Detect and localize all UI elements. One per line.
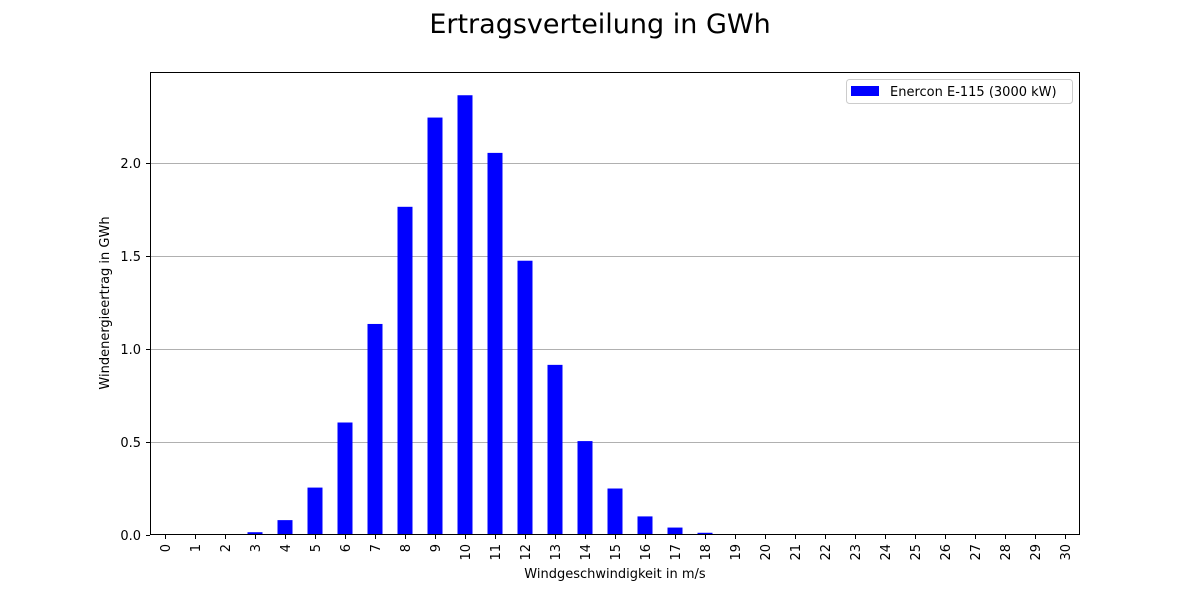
x-tick-label: 8 <box>399 544 414 552</box>
bar <box>428 118 443 535</box>
x-tick-label: 21 <box>789 544 804 561</box>
x-tick-label: 13 <box>549 544 564 561</box>
y-tick-label: 2.0 <box>120 157 141 172</box>
bar <box>578 441 593 535</box>
x-tick-label: 18 <box>699 544 714 561</box>
x-tick-label: 10 <box>459 544 474 561</box>
legend: Enercon E-115 (3000 kW) <box>847 80 1073 104</box>
y-tick-label: 1.5 <box>120 250 141 265</box>
x-tick-label: 4 <box>279 544 294 552</box>
x-tick-label: 5 <box>309 544 324 552</box>
bar <box>278 520 293 535</box>
bar <box>368 324 383 535</box>
x-tick-label: 25 <box>909 544 924 561</box>
x-tick-label: 28 <box>999 544 1014 561</box>
y-tick-label: 1.0 <box>120 343 141 358</box>
y-axis: 0.0 0.5 1.0 1.5 2.0 <box>120 157 150 544</box>
chart-title: Ertragsverteilung in GWh <box>429 9 770 40</box>
x-tick-label: 19 <box>729 544 744 561</box>
bar <box>548 365 563 535</box>
x-tick-label: 1 <box>189 544 204 552</box>
x-tick-label: 14 <box>579 544 594 561</box>
x-axis-label: Windgeschwindigkeit in m/s <box>524 567 706 582</box>
bar <box>488 153 503 535</box>
y-axis-label: Windenergieertrag in GWh <box>98 216 113 389</box>
bar <box>668 528 683 535</box>
bar <box>638 516 653 535</box>
bar <box>608 489 623 535</box>
legend-swatch <box>851 86 879 96</box>
x-tick-label: 29 <box>1029 544 1044 561</box>
x-tick-label: 3 <box>249 544 264 552</box>
x-tick-label: 9 <box>429 544 444 552</box>
x-tick-label: 24 <box>879 544 894 561</box>
x-tick-label: 26 <box>939 544 954 561</box>
y-tick-label: 0.5 <box>120 436 141 451</box>
x-tick-label: 7 <box>369 544 384 552</box>
x-tick-label: 17 <box>669 544 684 561</box>
x-tick-label: 2 <box>219 544 234 552</box>
x-tick-label: 16 <box>639 544 654 561</box>
bar <box>458 95 473 535</box>
bar <box>398 207 413 535</box>
x-tick-label: 0 <box>159 544 174 552</box>
y-tick-label: 0.0 <box>120 529 141 544</box>
x-tick-label: 11 <box>489 544 504 561</box>
x-tick-label: 20 <box>759 544 774 561</box>
bars <box>248 95 773 535</box>
plot-frame <box>151 73 1080 535</box>
x-tick-label: 15 <box>609 544 624 561</box>
bar <box>338 423 353 535</box>
x-tick-label: 27 <box>969 544 984 561</box>
gridlines <box>150 164 1080 443</box>
x-tick-label: 30 <box>1059 544 1074 561</box>
legend-label: Enercon E-115 (3000 kW) <box>890 85 1057 100</box>
x-tick-label: 23 <box>849 544 864 561</box>
bar <box>518 261 533 535</box>
x-tick-label: 6 <box>339 544 354 552</box>
x-tick-label: 12 <box>519 544 534 561</box>
bar <box>308 488 323 535</box>
x-tick-label: 22 <box>819 544 834 561</box>
